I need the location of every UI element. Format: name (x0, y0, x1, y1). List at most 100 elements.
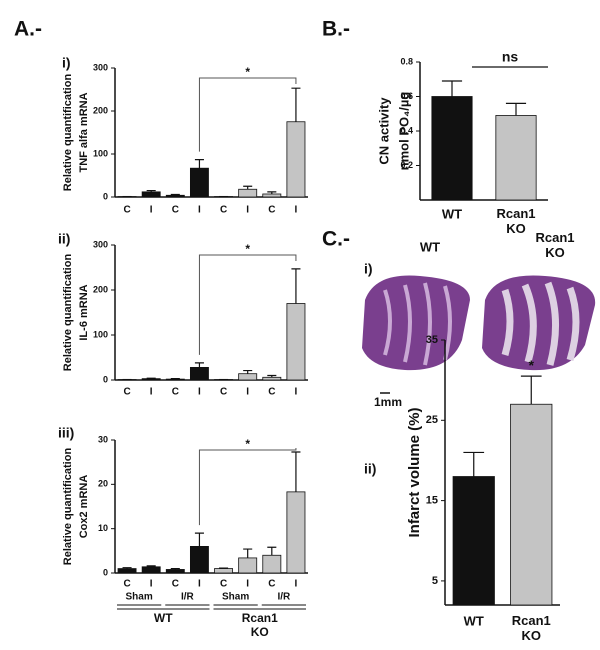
error-bar (441, 80, 463, 97)
bar (141, 566, 161, 574)
error-bar (122, 567, 132, 569)
y-axis-label: IL-6 mRNA (78, 284, 90, 340)
bar (165, 194, 185, 198)
y-tick-label: 35 (426, 334, 438, 346)
x-tick-label: C (172, 205, 179, 216)
image-label: Rcan1 KO (535, 230, 574, 260)
y-axis-label: Relative quantification (62, 254, 74, 372)
error-bar (243, 369, 253, 374)
bar (117, 568, 137, 574)
x-tick-label: Rcan1 KO (496, 206, 535, 236)
x-tick-label: I (198, 387, 201, 398)
y-tick-label: 20 (98, 479, 108, 489)
y-tick-label: 10 (98, 523, 108, 533)
x-tick-label: I (246, 387, 249, 398)
x-tick-label: C (123, 387, 130, 398)
y-axis-label: Relative quantification (62, 74, 74, 192)
error-bar (170, 567, 180, 570)
group-label: Sham (222, 592, 249, 603)
significance-label: ns (502, 49, 519, 65)
image-label: WT (420, 239, 440, 254)
bar (431, 96, 473, 201)
bar (141, 378, 161, 381)
error-bar (267, 546, 277, 556)
bar (495, 115, 537, 201)
bar (238, 373, 258, 381)
bar (286, 121, 306, 198)
y-axis-label: nmol PO₄/µg (396, 92, 411, 171)
bar (452, 476, 495, 606)
x-tick-label: I (198, 579, 201, 590)
x-tick-label: C (220, 205, 227, 216)
x-tick-label: WT (442, 206, 462, 221)
y-tick-label: 0.4 (400, 125, 413, 135)
error-bar (243, 548, 253, 558)
y-tick-label: 0.8 (400, 56, 413, 66)
y-tick-label: 100 (93, 329, 108, 339)
y-tick-label: 0 (103, 374, 108, 384)
group-label: Sham (126, 592, 153, 603)
error-bar (291, 268, 301, 304)
error-bar (520, 375, 542, 405)
subpanel-label: i) (62, 55, 71, 71)
subpanel-label: ii) (58, 231, 70, 247)
y-tick-label: 100 (93, 148, 108, 158)
bar (238, 188, 258, 198)
x-tick-label: I (295, 205, 298, 216)
y-tick-label: 25 (426, 414, 438, 426)
bar (238, 557, 258, 574)
significance-label: * (245, 437, 250, 451)
x-tick-label: I (150, 205, 153, 216)
y-tick-label: 300 (93, 62, 108, 72)
genotype-label: Rcan1 KO (242, 611, 278, 639)
y-axis-label: Infarct volume (%) (406, 407, 423, 537)
x-tick-label: C (220, 387, 227, 398)
panel-label: C.- (322, 228, 350, 251)
x-tick-label: I (150, 579, 153, 590)
significance-label: * (245, 65, 250, 79)
x-tick-label: C (268, 579, 275, 590)
bar (286, 303, 306, 381)
bar (262, 554, 282, 574)
y-tick-label: 30 (98, 434, 108, 444)
panel-label: A.- (14, 18, 42, 41)
y-tick-label: 0.2 (400, 160, 413, 170)
brain-image (362, 275, 596, 394)
y-axis-label: Cox2 mRNA (78, 475, 90, 539)
group-label: I/R (277, 592, 291, 603)
significance-bracket (198, 77, 297, 152)
y-tick-label: 300 (93, 239, 108, 249)
y-axis-label: Relative quantification (62, 448, 74, 566)
error-bar (267, 191, 277, 194)
error-bar (146, 565, 156, 567)
y-tick-label: 0 (103, 567, 108, 577)
subpanel-label: i) (364, 261, 373, 277)
bar (189, 546, 209, 574)
subpanel-label: iii) (58, 425, 74, 441)
y-axis-label: TNF alfa mRNA (78, 92, 90, 172)
group-label: I/R (181, 592, 195, 603)
y-tick-label: 200 (93, 105, 108, 115)
x-tick-label: C (123, 579, 130, 590)
x-tick-label: C (172, 387, 179, 398)
x-tick-label: I (295, 579, 298, 590)
x-tick-label: WT (464, 613, 484, 628)
significance-label: * (245, 242, 250, 256)
genotype-label: WT (154, 611, 173, 625)
bar (189, 366, 209, 381)
bar (286, 491, 306, 574)
significance-bracket (198, 447, 297, 526)
significance-label: * (529, 357, 535, 373)
bar (214, 568, 234, 574)
subpanel-label: ii) (364, 461, 376, 477)
y-tick-label: 0.6 (400, 91, 413, 101)
y-axis-label: CN activity (376, 97, 391, 165)
scale-label: 1mm (374, 395, 402, 409)
bar (165, 569, 185, 574)
x-tick-label: C (123, 205, 130, 216)
y-tick-label: 200 (93, 284, 108, 294)
error-bar (505, 102, 527, 116)
x-tick-label: C (268, 205, 275, 216)
error-bar (291, 451, 301, 492)
